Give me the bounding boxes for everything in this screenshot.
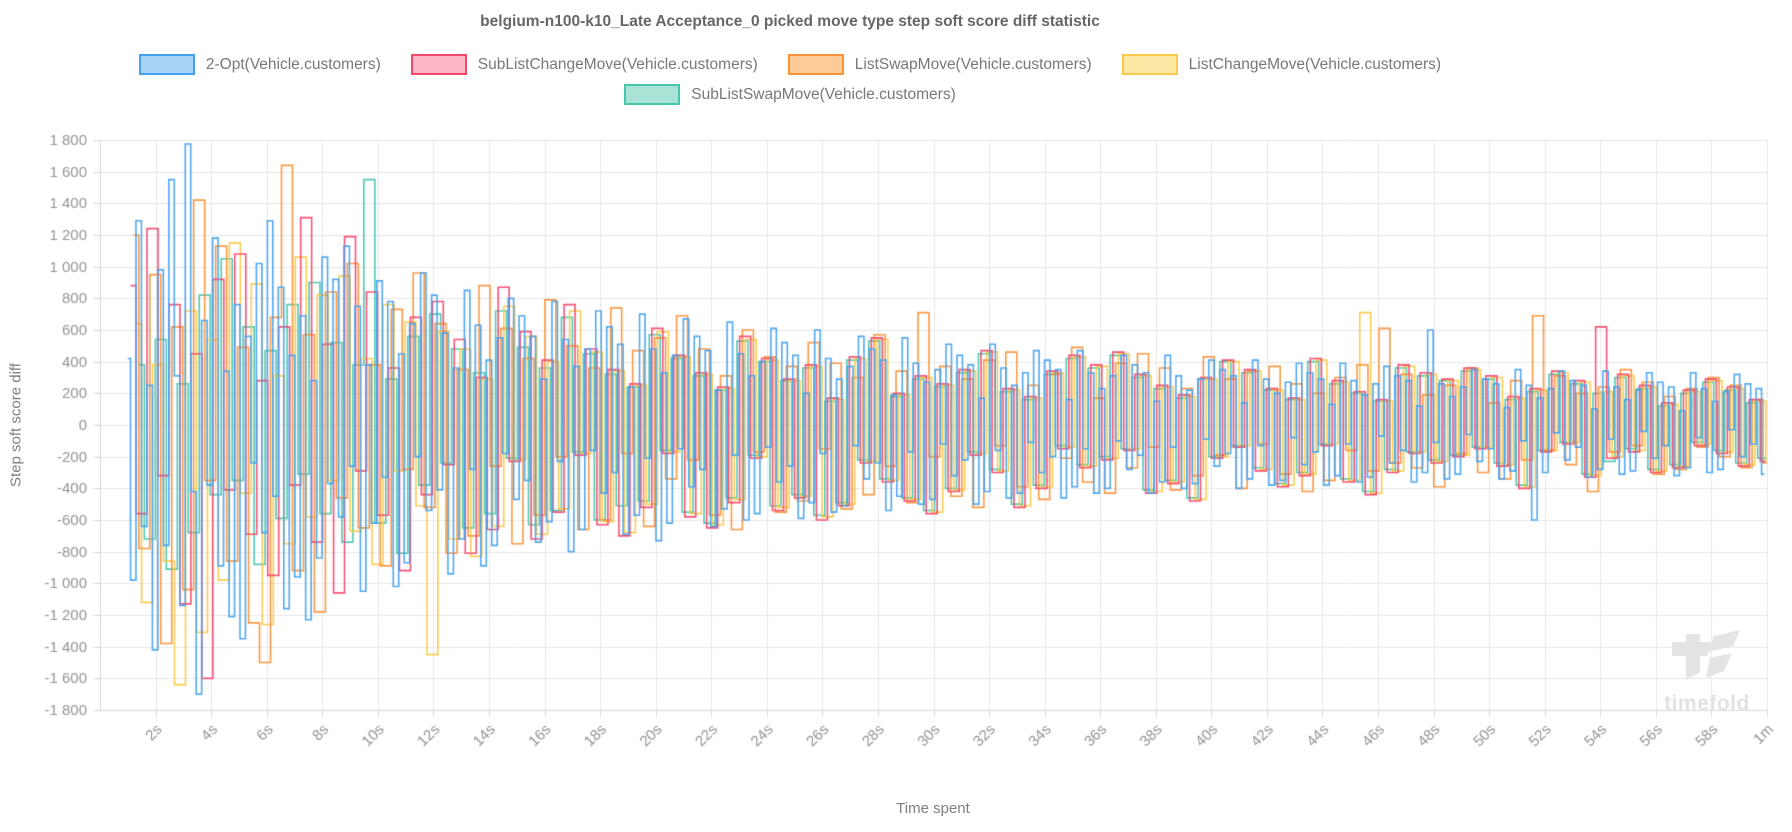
legend-swatch — [410, 54, 467, 75]
legend-item-0[interactable]: 2-Opt(Vehicle.customers) — [138, 54, 381, 75]
legend-label: ListChangeMove(Vehicle.customers) — [1188, 55, 1442, 73]
legend-swatch — [1121, 54, 1178, 75]
legend-swatch — [138, 54, 195, 75]
legend: 2-Opt(Vehicle.customers) SubListChangeMov… — [0, 54, 1580, 105]
x-axis-title: Time spent — [896, 800, 970, 817]
legend-swatch — [624, 84, 681, 105]
chart-title: belgium-n100-k10_Late Acceptance_0 picke… — [480, 13, 1100, 30]
legend-item-3[interactable]: ListChangeMove(Vehicle.customers) — [1121, 54, 1442, 75]
chart-canvas[interactable] — [0, 110, 1792, 802]
legend-item-1[interactable]: SubListChangeMove(Vehicle.customers) — [410, 54, 758, 75]
legend-item-4[interactable]: SubListSwapMove(Vehicle.customers) — [624, 84, 956, 105]
legend-label: SubListSwapMove(Vehicle.customers) — [691, 85, 956, 103]
legend-label: ListSwapMove(Vehicle.customers) — [854, 55, 1092, 73]
legend-label: 2-Opt(Vehicle.customers) — [205, 55, 381, 73]
legend-label: SubListChangeMove(Vehicle.customers) — [477, 55, 758, 73]
legend-item-2[interactable]: ListSwapMove(Vehicle.customers) — [787, 54, 1092, 75]
legend-swatch — [787, 54, 844, 75]
